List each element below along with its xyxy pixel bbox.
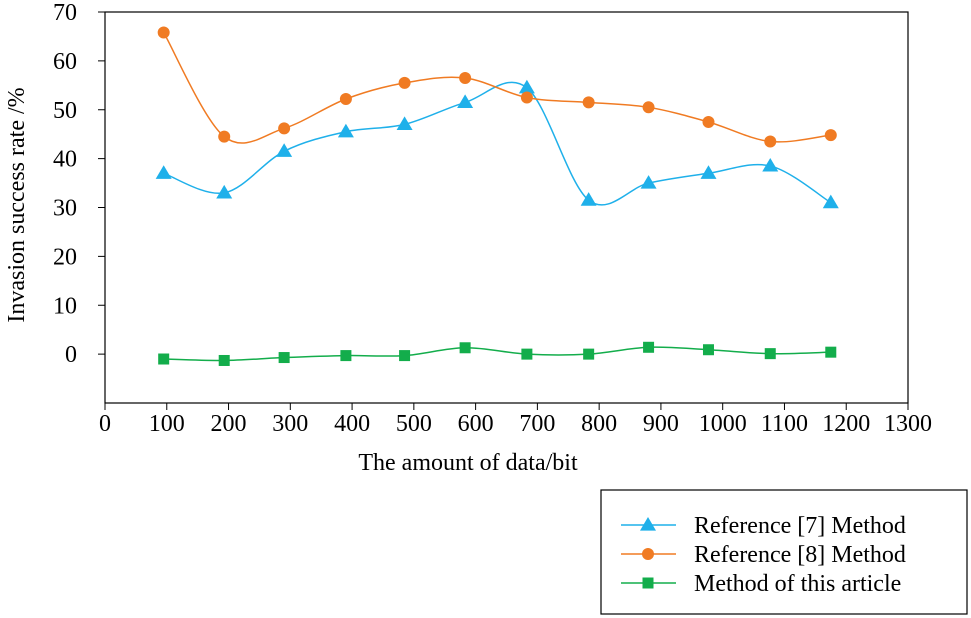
data-point-reference-7-method: [762, 157, 779, 172]
data-point-reference-8-method: [764, 135, 777, 148]
data-point-reference-7-method: [580, 192, 597, 206]
legend: Reference [7] Method Reference [8] Method…: [600, 489, 968, 615]
data-point-reference-8-method: [398, 76, 411, 89]
y-tick-label: 60: [53, 49, 77, 75]
data-point-reference-7-method: [700, 165, 717, 179]
x-tick-label: 500: [396, 411, 432, 437]
series-line-reference-7-method: [163, 81, 832, 206]
data-point-reference-8-method: [702, 115, 715, 128]
data-point-reference-7-method: [155, 165, 172, 179]
data-point-reference-7-method: [640, 175, 657, 189]
y-tick-label: 10: [53, 293, 77, 319]
data-point-method-of-this-article: [764, 348, 776, 360]
y-axis-title: Invasion success rate /%: [4, 87, 30, 322]
data-point-reference-7-method: [396, 116, 413, 131]
series-line-reference-8-method: [163, 32, 831, 144]
x-tick-label: 900: [643, 411, 679, 437]
x-tick-label: 1300: [884, 411, 932, 437]
legend-label-reference-8-method: Reference [8] Method: [694, 542, 906, 568]
data-point-method-of-this-article: [340, 350, 352, 362]
y-tick-label: 40: [53, 147, 77, 173]
data-point-method-of-this-article: [459, 342, 471, 354]
plot-area: 0 100 200 300 400 500 600 700 800 900 1000 1100 1200…: [53, 0, 932, 437]
x-tick-label: 0: [99, 411, 111, 437]
data-point-reference-7-method: [518, 79, 535, 94]
x-tick-label: 1200: [822, 411, 870, 437]
data-point-reference-8-method: [278, 122, 291, 135]
y-tick-label: 20: [53, 244, 77, 270]
x-tick-label: 700: [519, 411, 555, 437]
x-tick-label: 800: [581, 411, 617, 437]
x-tick-label: 300: [272, 411, 308, 437]
legend-box: [600, 489, 968, 615]
legend-marker-method-of-this-article: [642, 577, 654, 589]
legend-label-method-of-this-article: Method of this article: [694, 571, 901, 597]
data-point-reference-8-method: [824, 129, 837, 142]
data-point-reference-7-method: [276, 143, 293, 157]
legend-marker-reference-7-method: [640, 517, 656, 531]
data-point-method-of-this-article: [158, 353, 170, 365]
x-tick-label: 400: [334, 411, 370, 437]
data-point-method-of-this-article: [521, 348, 533, 360]
data-point-method-of-this-article: [218, 354, 230, 366]
data-point-method-of-this-article: [643, 341, 655, 353]
x-axis-title: The amount of data/bit: [358, 450, 578, 476]
x-tick-label: 1100: [761, 411, 808, 437]
data-point-reference-8-method: [157, 26, 170, 39]
data-point-reference-8-method: [582, 96, 595, 109]
data-point-reference-7-method: [216, 184, 233, 199]
y-tick-label: 0: [65, 342, 77, 368]
x-tick-label: 100: [149, 411, 185, 437]
data-point-reference-8-method: [642, 101, 655, 114]
x-tick-label: 1000: [699, 411, 747, 437]
data-point-method-of-this-article: [583, 348, 595, 360]
data-point-method-of-this-article: [825, 346, 837, 358]
x-tick-label: 600: [458, 411, 494, 437]
data-point-reference-8-method: [218, 130, 231, 143]
legend-marker-reference-8-method: [642, 548, 654, 560]
y-tick-label: 50: [53, 98, 77, 124]
data-point-reference-8-method: [339, 92, 352, 105]
data-point-method-of-this-article: [399, 350, 411, 362]
y-tick-label: 30: [53, 196, 77, 222]
data-point-reference-7-method: [822, 194, 839, 209]
series-line-method-of-this-article: [163, 346, 831, 362]
data-point-reference-7-method: [337, 123, 354, 138]
data-point-reference-7-method: [457, 94, 474, 109]
data-point-reference-8-method: [520, 91, 533, 104]
x-tick-label: 200: [211, 411, 247, 437]
plot-frame: [104, 11, 909, 404]
y-tick-label: 70: [53, 0, 77, 26]
legend-label-reference-7-method: Reference [7] Method: [694, 513, 906, 539]
data-point-method-of-this-article: [278, 352, 290, 364]
data-point-reference-8-method: [459, 71, 472, 84]
data-point-method-of-this-article: [702, 344, 714, 356]
